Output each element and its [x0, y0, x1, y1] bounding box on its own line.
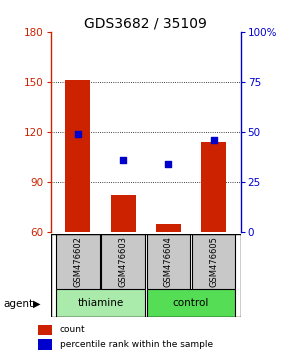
- Bar: [192, 234, 235, 289]
- Bar: [38, 325, 52, 335]
- Bar: [38, 339, 52, 350]
- Bar: [201, 142, 226, 232]
- Text: GSM476603: GSM476603: [119, 235, 128, 287]
- Bar: [147, 289, 235, 317]
- Text: percentile rank within the sample: percentile rank within the sample: [60, 341, 213, 349]
- Bar: [102, 234, 145, 289]
- Text: thiamine: thiamine: [77, 298, 124, 308]
- Text: GDS3682 / 35109: GDS3682 / 35109: [84, 16, 206, 30]
- Bar: [66, 80, 90, 232]
- Bar: [147, 234, 190, 289]
- Text: GSM476604: GSM476604: [164, 236, 173, 286]
- Bar: [56, 234, 99, 289]
- Point: [166, 161, 171, 167]
- Text: count: count: [60, 325, 85, 335]
- Bar: [111, 195, 135, 232]
- Bar: [156, 223, 181, 232]
- Point: [211, 137, 216, 143]
- Bar: [56, 289, 145, 317]
- Text: GSM476602: GSM476602: [73, 236, 82, 286]
- Point: [76, 131, 80, 137]
- Text: ▶: ▶: [33, 299, 41, 309]
- Text: control: control: [173, 298, 209, 308]
- Point: [121, 157, 126, 163]
- Text: agent: agent: [3, 299, 33, 309]
- Text: GSM476605: GSM476605: [209, 236, 218, 286]
